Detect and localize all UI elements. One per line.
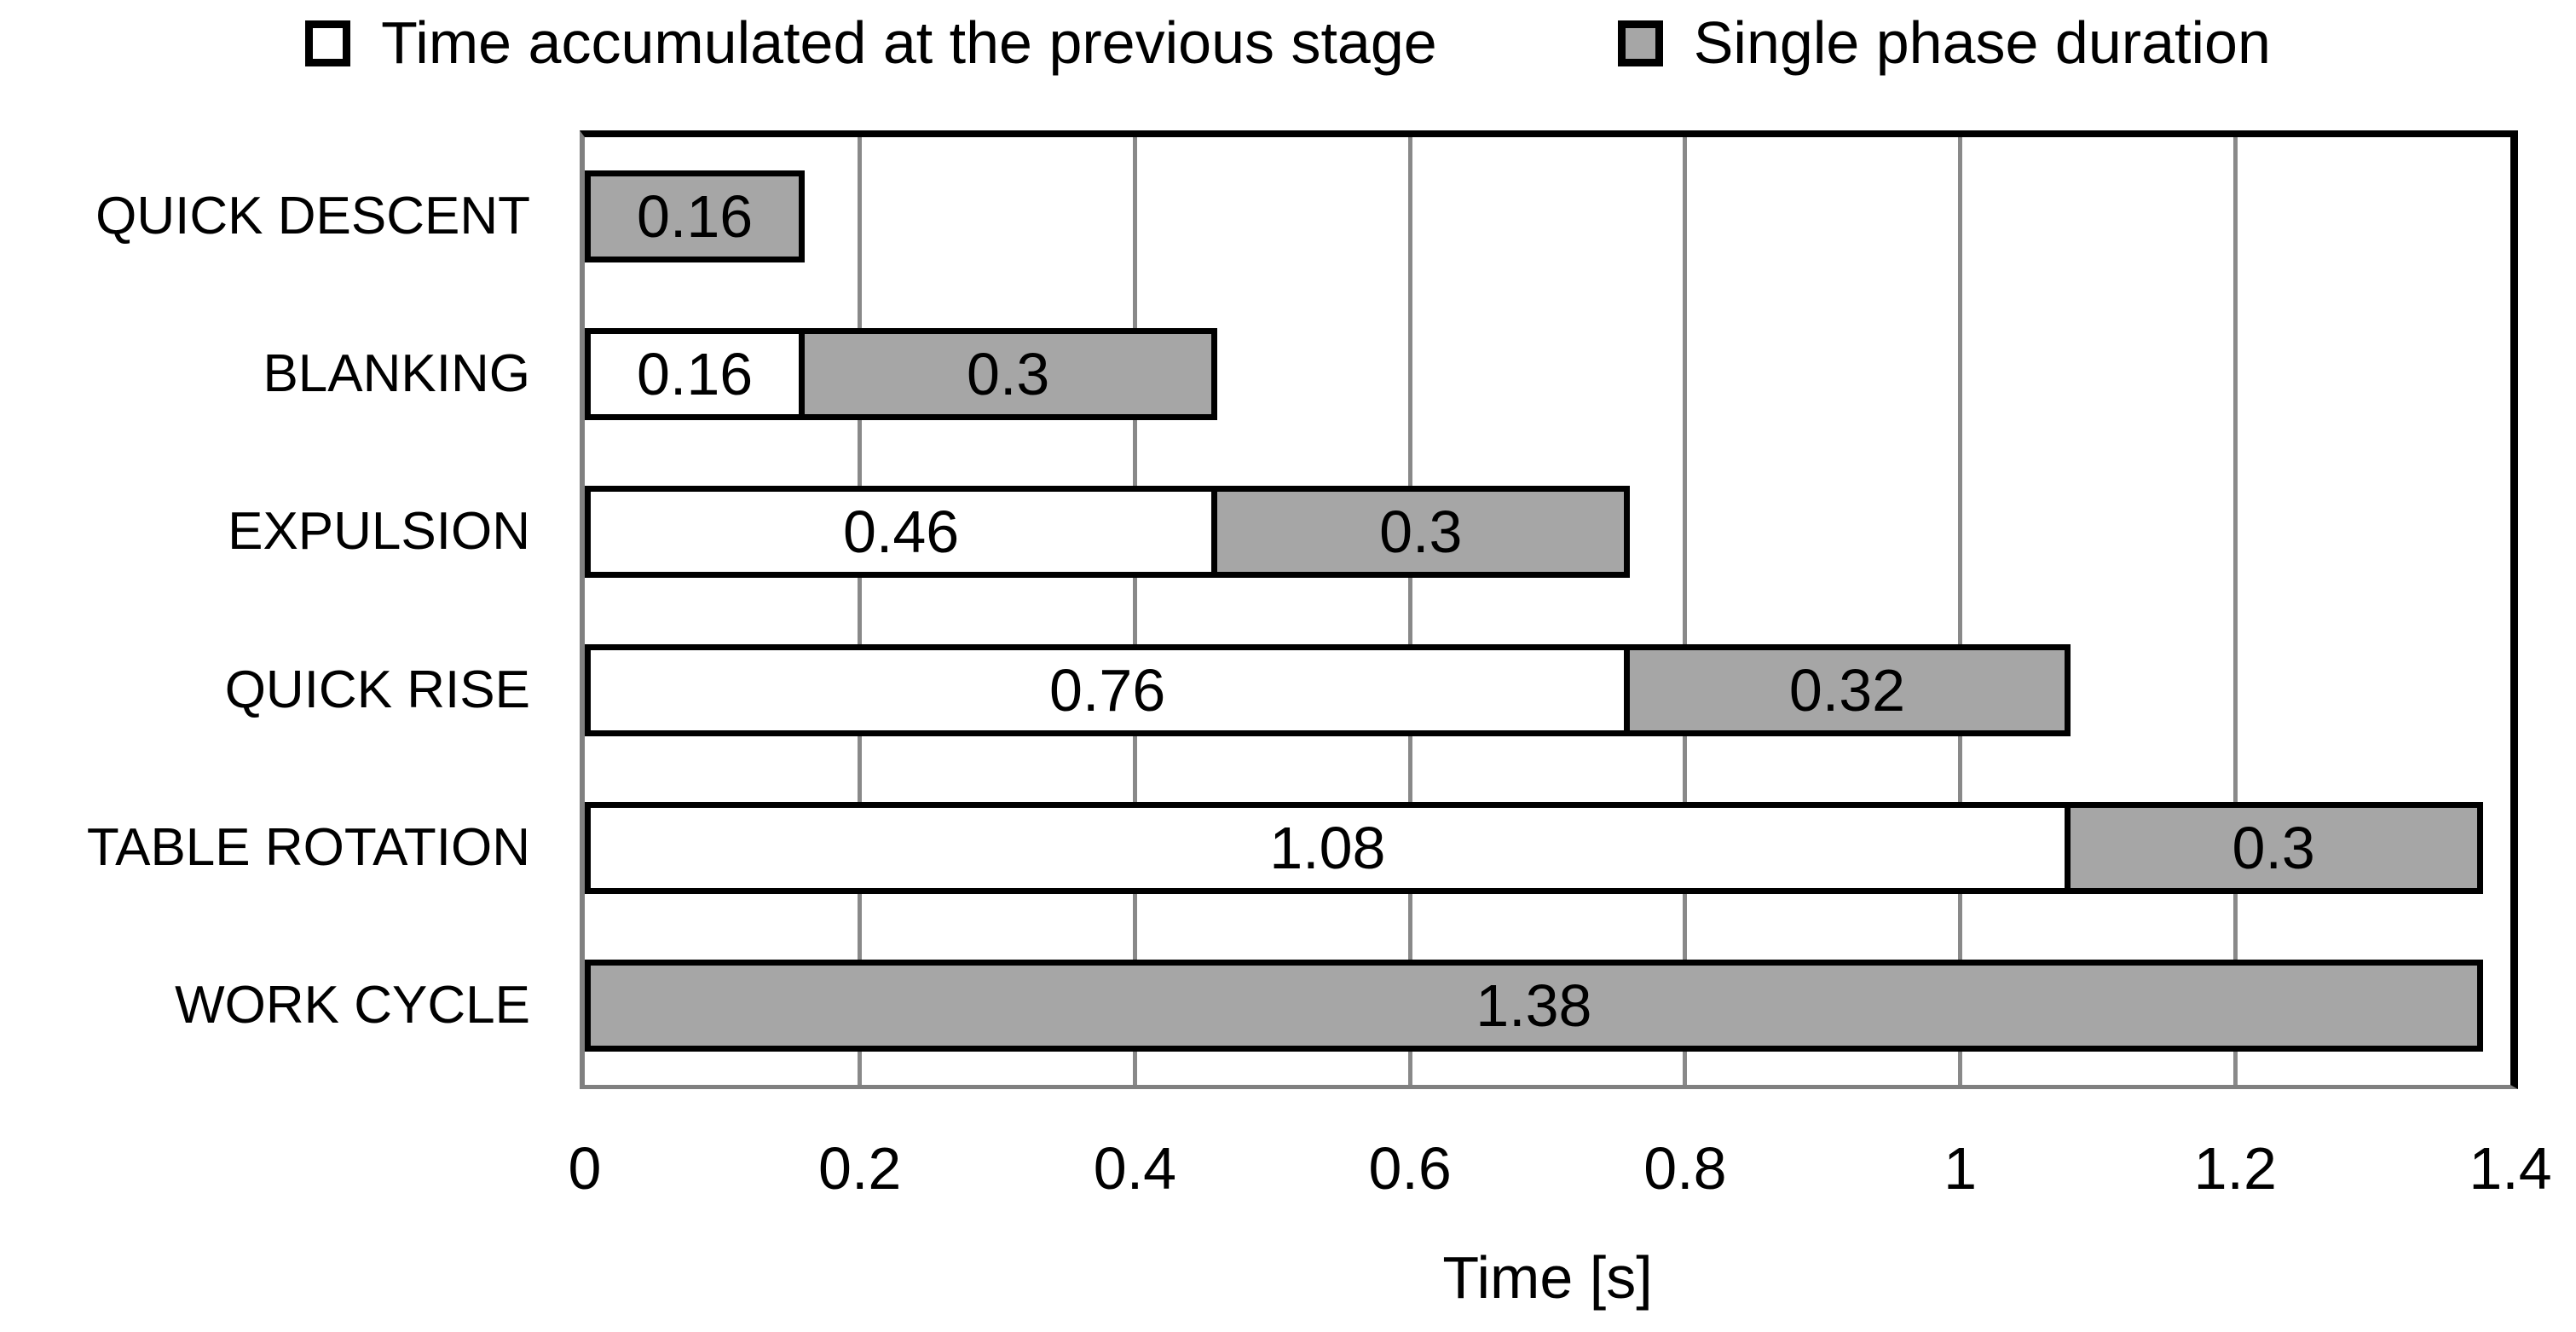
gridline [1683,137,1688,1085]
x-tick-label: 1.2 [2193,1135,2277,1202]
bar-row: 0.46 0.3 [585,486,1631,579]
bar-segment-accumulated: 0.16 [585,328,806,420]
bar-value-label: 0.3 [2232,815,2315,881]
plot-area: 0.16 0.16 0.3 0.46 0.3 0.76 0.32 1.08 0.3 1.38 [580,130,2518,1089]
category-label: TABLE ROTATION [86,817,530,877]
legend: Time accumulated at the previous stage S… [0,9,2576,76]
x-tick-label: 1.4 [2469,1135,2552,1202]
bar-segment-phase: 0.3 [799,328,1218,420]
x-tick-label: 0 [568,1135,602,1202]
bar-row: 0.76 0.32 [585,643,2071,736]
legend-item-accumulated: Time accumulated at the previous stage [305,9,1437,76]
category-label: EXPULSION [228,502,530,562]
bar-value-label: 0.16 [636,341,754,407]
gridline [1132,137,1137,1085]
bar-segment-accumulated: 0.76 [585,643,1631,736]
x-tick-label: 1 [1944,1135,1978,1202]
bar-value-label: 0.3 [967,341,1050,407]
bar-value-label: 1.38 [1476,972,1592,1040]
legend-swatch-accumulated-icon [305,20,351,66]
category-label: QUICK RISE [224,660,530,719]
category-label: BLANKING [263,343,530,403]
gridline [1407,137,1412,1085]
bar-segment-accumulated: 1.08 [585,802,2071,894]
legend-label-phase: Single phase duration [1693,9,2271,76]
x-axis-title: Time [s] [1442,1244,1653,1311]
category-label: QUICK DESCENT [95,186,530,245]
legend-item-phase: Single phase duration [1617,9,2271,76]
legend-label-accumulated: Time accumulated at the previous stage [381,9,1437,76]
bar-row: 0.16 0.3 [585,328,1218,420]
bar-segment-phase: 0.3 [1211,486,1631,579]
x-tick-label: 0.4 [1093,1135,1177,1202]
bar-value-label: 0.16 [636,182,754,250]
bar-value-label: 0.32 [1788,656,1906,724]
bar-segment-phase: 0.16 [585,170,806,262]
bar-row: 0.16 [585,170,806,262]
gridline [1958,137,1963,1085]
bar-row: 1.38 [585,960,2483,1052]
bar-segment-phase: 0.32 [1624,643,2071,736]
bar-segment-phase: 1.38 [585,960,2483,1052]
legend-swatch-phase-icon [1617,20,1663,66]
x-tick-label: 0.2 [818,1135,902,1202]
x-tick-label: 0.8 [1643,1135,1727,1202]
bar-value-label: 0.3 [1379,499,1463,566]
bar-value-label: 1.08 [1269,815,1386,881]
category-label: WORK CYCLE [175,976,530,1035]
bar-segment-phase: 0.3 [2064,802,2483,894]
bar-value-label: 0.76 [1049,656,1166,724]
gridline [2232,137,2238,1085]
bar-segment-accumulated: 0.46 [585,486,1218,579]
x-tick-label: 0.6 [1368,1135,1452,1202]
bar-value-label: 0.46 [842,499,960,566]
gridline [858,137,863,1085]
bar-row: 1.08 0.3 [585,802,2483,894]
